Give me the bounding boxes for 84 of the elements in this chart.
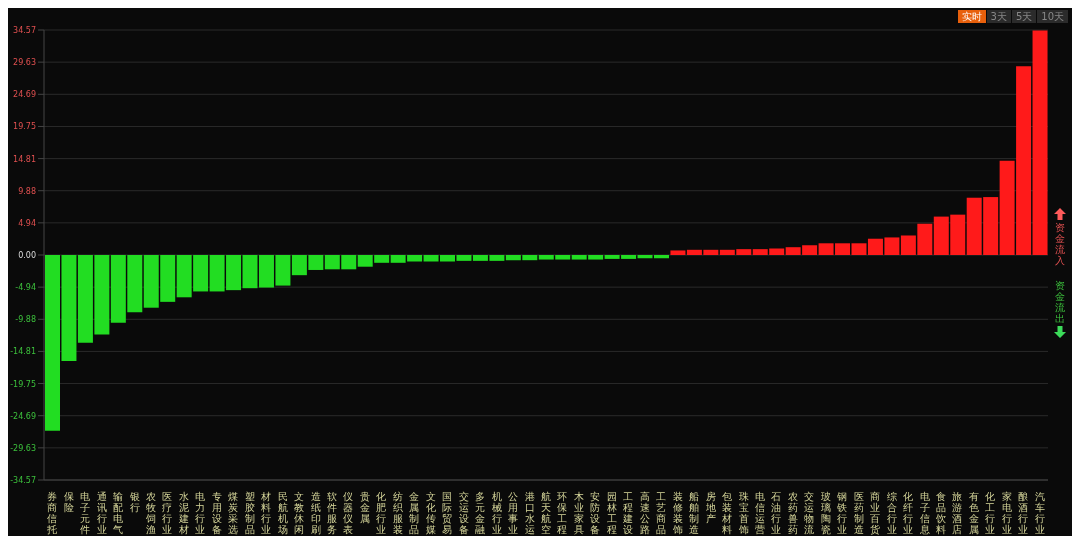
y-tick-label: -29.63 — [10, 443, 36, 453]
y-tick-label: 29.63 — [13, 58, 36, 68]
x-tick-label: 软件服务 — [327, 491, 338, 535]
bar — [1032, 30, 1048, 255]
x-tick-label: 环保工程 — [557, 491, 568, 535]
x-tick-label: 工程建设 — [622, 491, 634, 535]
x-tick-label: 农药兽药 — [787, 491, 798, 535]
text: 资金流出 — [1055, 280, 1065, 324]
x-tick-label: 酿酒行业 — [1018, 491, 1029, 535]
x-tick-label: 电子元件 — [80, 491, 91, 535]
text: 资金流入 — [1055, 222, 1065, 266]
x-tick-label: 木业家具 — [573, 491, 584, 535]
x-tick-label: 文教休闲 — [294, 491, 305, 535]
x-tick-label: 化肥行业 — [376, 491, 387, 535]
x-tick-label: 民航机场 — [276, 491, 288, 535]
x-tick-label: 电信运营 — [754, 491, 765, 535]
x-tick-label: 券商信托 — [46, 491, 58, 535]
x-tick-label: 汽车行业 — [1034, 491, 1045, 535]
x-tick-label: 国际贸易 — [442, 491, 453, 535]
x-tick-label: 玻璃陶瓷 — [820, 491, 831, 535]
x-tick-label: 文化传媒 — [425, 491, 436, 535]
x-tick-label: 金属制品 — [409, 491, 420, 535]
x-tick-label: 专用设备 — [211, 491, 222, 535]
y-tick-label: 34.57 — [13, 26, 36, 35]
text: 10天 — [1037, 10, 1068, 23]
y-tick-label: 14.81 — [13, 154, 36, 164]
x-tick-label: 化工行业 — [985, 491, 996, 535]
x-tick-label: 旅游酒店 — [952, 491, 963, 535]
y-tick-label: 19.75 — [13, 122, 36, 132]
x-tick-label: 化纤行业 — [903, 491, 914, 535]
x-tick-label: 机械行业 — [491, 491, 502, 535]
x-tick-label: 电子信息 — [918, 491, 930, 535]
x-tick-label: 石油行业 — [771, 491, 782, 535]
x-tick-label: 高速公路 — [639, 491, 650, 535]
x-tick-label: 包装材料 — [721, 491, 733, 535]
y-tick-label: -4.94 — [15, 283, 36, 293]
x-tick-label: 医疗行业 — [162, 491, 173, 535]
text: 实时 — [957, 10, 986, 23]
y-tick-label: 9.88 — [18, 186, 36, 196]
x-tick-label: 钢铁行业 — [836, 491, 848, 535]
x-tick-label: 仪器仪表 — [343, 491, 354, 535]
x-tick-label: 房地产 — [704, 491, 716, 524]
x-tick-label: 交运物流 — [804, 491, 815, 535]
x-tick-label: 食品饮料 — [935, 491, 947, 535]
text: 3天 — [986, 10, 1011, 23]
x-tick-label: 煤炭采选 — [228, 491, 239, 535]
y-tick-label: -19.75 — [10, 379, 36, 389]
x-tick-label: 安防设备 — [590, 491, 601, 535]
x-tick-label: 交运设备 — [458, 491, 469, 535]
y-tick-label: -14.81 — [10, 347, 36, 357]
x-tick-label: 造纸印刷 — [310, 491, 321, 535]
x-tick-label: 输配电气 — [113, 491, 124, 535]
x-tick-label: 综合行业 — [886, 491, 897, 535]
x-tick-label: 通讯行业 — [96, 491, 107, 535]
y-tick-label: 0.00 — [18, 251, 36, 260]
x-tick-label: 装修装饰 — [671, 491, 683, 535]
y-tick-label: -24.69 — [10, 411, 36, 421]
x-tick-label: 保险 — [63, 491, 74, 513]
x-tick-label: 有色金属 — [968, 491, 979, 535]
x-tick-label: 医药制造 — [853, 491, 864, 535]
x-tick-label: 纺织服装 — [392, 491, 403, 535]
x-tick-label: 电力行业 — [195, 491, 206, 535]
x-tick-label: 商业百货 — [870, 491, 881, 535]
text: 5天 — [1011, 10, 1037, 23]
x-tick-label: 船舶制造 — [689, 491, 700, 535]
x-tick-label: 水泥建材 — [177, 491, 189, 535]
x-tick-label: 公用事业 — [508, 491, 519, 535]
x-tick-label: 多元金融 — [475, 491, 486, 535]
x-tick-label: 农牧饲渔 — [144, 491, 156, 535]
x-tick-label: 航天航空 — [541, 491, 551, 535]
y-tick-label: -9.88 — [15, 315, 36, 325]
y-tick-label: 24.69 — [13, 90, 36, 100]
x-tick-label: 材料行业 — [260, 491, 272, 535]
x-tick-label: 园林工程 — [605, 491, 617, 535]
x-tick-label: 工艺商品 — [656, 491, 667, 535]
x-tick-label: 港口水运 — [524, 491, 535, 535]
x-tick-label: 塑胶制品 — [244, 491, 255, 535]
y-tick-label: 4.94 — [18, 218, 36, 228]
x-tick-label: 贵金属 — [359, 491, 370, 524]
bar — [670, 250, 686, 255]
x-tick-label: 家电行业 — [1001, 491, 1012, 535]
x-tick-label: 银行 — [128, 491, 140, 513]
y-tick-label: -34.57 — [10, 476, 36, 485]
x-tick-label: 珠宝首饰 — [737, 491, 749, 535]
